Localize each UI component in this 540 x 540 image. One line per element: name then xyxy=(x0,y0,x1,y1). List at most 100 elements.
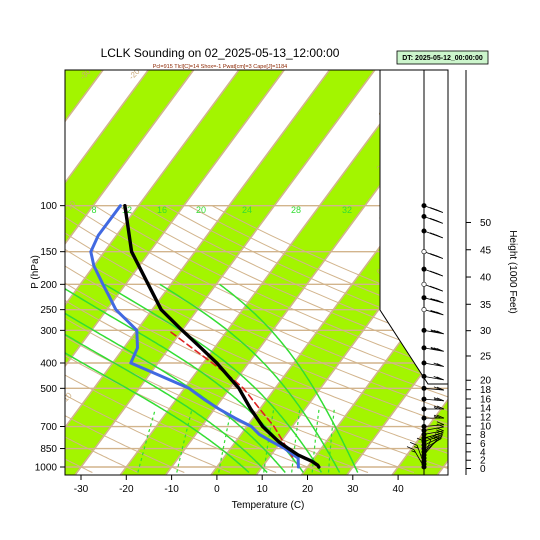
wind-level-dot xyxy=(421,373,427,379)
sounding-series xyxy=(89,203,321,469)
height-tick-label: 25 xyxy=(480,351,492,362)
wind-barb-flag xyxy=(410,441,418,446)
wind-level-dot xyxy=(421,396,427,402)
wind-barb-flag xyxy=(436,397,445,402)
isotherm-line xyxy=(65,70,149,184)
wind-barb-flag xyxy=(436,414,445,419)
x-tick-label: -30 xyxy=(74,484,89,495)
wind-level-dot xyxy=(421,327,427,333)
mixing-ratio-line xyxy=(176,408,193,473)
dry-adiabat xyxy=(65,355,323,473)
wind-barb-flag xyxy=(433,405,442,410)
axes: -30 -20 -10 0 10 20 30 401001502002503004005007… xyxy=(35,70,492,495)
chart-subtitle: Pcl=915 Tlcl[C]=14 Shox=-1 Pwat[cm]=3 Ca… xyxy=(153,64,287,70)
y-tick-label: 700 xyxy=(40,422,57,433)
wind-barb-flag xyxy=(433,310,441,315)
moist-adiabat xyxy=(219,283,359,473)
valid-time-box-frame xyxy=(396,50,489,65)
mixing-ratio-line xyxy=(137,408,156,473)
wind-level-dot xyxy=(421,360,427,366)
wind-barb-half xyxy=(430,330,435,333)
height-tick-label: 4 xyxy=(480,447,486,458)
y-tick-label: 300 xyxy=(40,326,57,337)
wind-barb-flag xyxy=(433,375,441,380)
dry-adiabat xyxy=(65,436,139,473)
wind-barb-flag xyxy=(433,414,442,419)
height-tick-label: 45 xyxy=(480,245,492,256)
y-tick-label: 200 xyxy=(40,280,57,291)
wind-barb-flag xyxy=(436,376,444,381)
x-tick-label: -20 xyxy=(119,484,134,495)
x-tick-label: -10 xyxy=(164,484,179,495)
wind-barb-flag xyxy=(433,347,441,352)
isotherm-label: 10 xyxy=(61,390,74,403)
dry-adiabat xyxy=(71,205,448,385)
wind-barb-half xyxy=(433,407,439,410)
dry-adiabat xyxy=(65,299,448,470)
wind-barb-shaft xyxy=(423,424,444,427)
wind-barb-shaft xyxy=(423,430,444,435)
isotherm-band xyxy=(120,70,448,475)
wind-barb-half xyxy=(430,298,435,301)
wind-level-dot xyxy=(421,424,427,430)
mixing-ratio-label: 32 xyxy=(342,205,352,215)
wind-barb-shaft xyxy=(423,434,443,443)
height-tick-label: 30 xyxy=(480,326,492,337)
wind-barb-flag xyxy=(430,309,438,314)
height-tick-label: 10 xyxy=(480,422,492,433)
wind-panel xyxy=(379,69,449,475)
wind-barb-half xyxy=(430,286,435,289)
isotherm-line xyxy=(65,70,195,246)
isotherm-line xyxy=(346,337,448,475)
height-tick-label: 0 xyxy=(480,464,486,475)
isotherms xyxy=(0,70,448,475)
dry-adiabat xyxy=(65,248,448,425)
moist-adiabat xyxy=(65,352,250,474)
x-axis-label: Temperature (C) xyxy=(232,500,305,511)
wind-level-dot xyxy=(421,295,427,301)
y-tick-label: 400 xyxy=(40,359,57,370)
isotherm-label: -30 xyxy=(78,66,93,81)
mixing-ratio-line xyxy=(311,408,320,473)
y-tick-label: 100 xyxy=(40,201,57,212)
wind-barb-half xyxy=(430,271,435,274)
wind-barb-flag xyxy=(436,330,444,335)
dry-adiabat xyxy=(65,265,448,440)
wind-barb-shaft xyxy=(423,426,444,431)
mixing-ratio-label: 20 xyxy=(196,205,206,215)
dry-adiabat xyxy=(65,232,448,412)
x-tick-label: 0 xyxy=(214,484,220,495)
x-tick-label: 20 xyxy=(302,484,314,495)
isotherm-line xyxy=(65,70,285,368)
wind-barb-flag xyxy=(436,311,444,316)
wind-barb-half xyxy=(411,450,416,453)
height-tick-label: 6 xyxy=(480,439,486,450)
isotherm-line xyxy=(65,70,240,307)
height-tick-label: 40 xyxy=(480,273,492,284)
isotherm-label: -20 xyxy=(127,66,142,81)
wind-level-dot xyxy=(421,385,427,391)
wind-barb-flag xyxy=(406,446,415,451)
moist-adiabat xyxy=(65,333,268,474)
mixing-ratio-label: 16 xyxy=(157,205,167,215)
x-tick-label: 40 xyxy=(393,484,405,495)
isotherm-line xyxy=(0,70,58,475)
moist-adiabat xyxy=(159,283,341,473)
isotherm-line xyxy=(0,70,12,475)
isotherm-band xyxy=(65,70,375,475)
wind-barb-half xyxy=(430,207,435,210)
dewpoint-line xyxy=(89,204,300,469)
mixing-ratio-line xyxy=(291,408,301,473)
height-tick-label: 14 xyxy=(480,404,492,415)
wind-level-dot xyxy=(421,213,427,219)
height-tick-label: 35 xyxy=(480,300,492,311)
wind-barb-shaft xyxy=(423,432,444,439)
wind-barb-shaft xyxy=(423,436,443,446)
height-tick-label: 2 xyxy=(480,456,486,467)
wind-barb-shaft xyxy=(423,438,442,449)
height-tick-label: 8 xyxy=(480,430,486,441)
wind-barb-flag xyxy=(436,299,444,304)
wind-barb-flag xyxy=(433,329,441,334)
isotherm-line xyxy=(391,398,448,475)
isotherm-line xyxy=(300,275,448,475)
